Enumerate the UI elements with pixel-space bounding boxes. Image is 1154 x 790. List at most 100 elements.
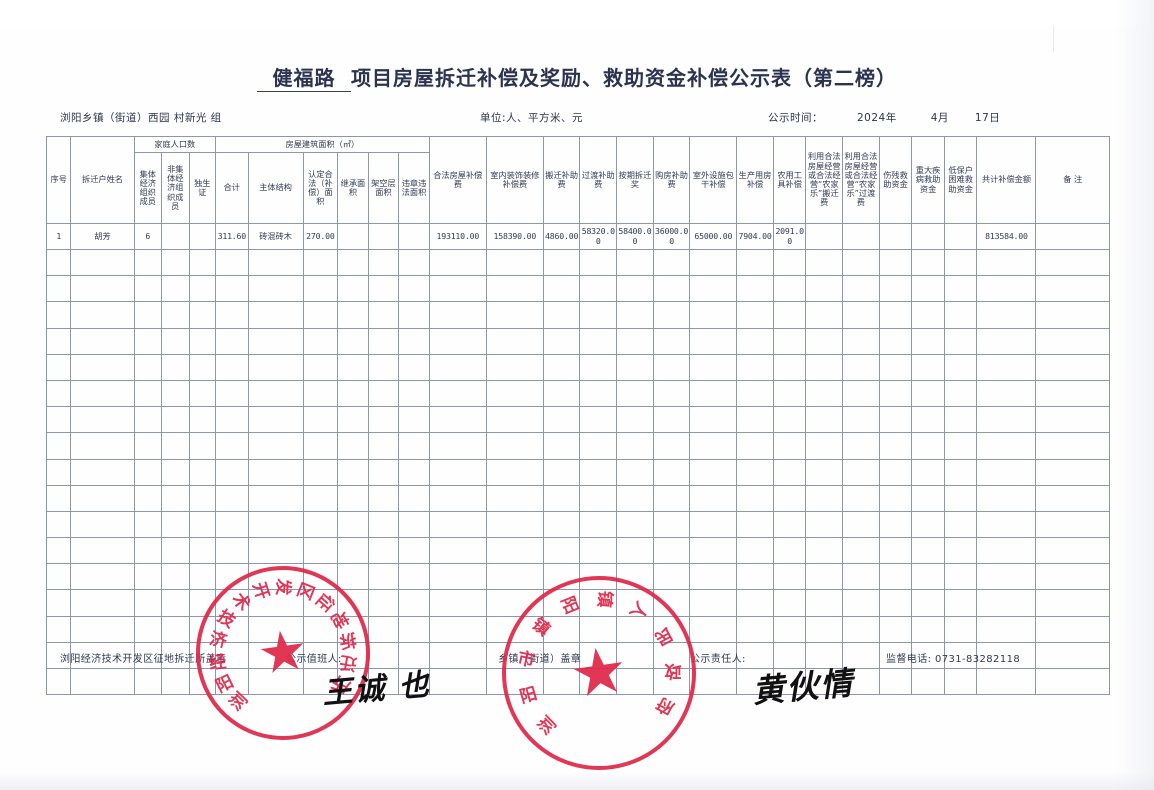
cell-15 xyxy=(616,667,654,696)
cell-23 xyxy=(911,327,945,355)
cell-17 xyxy=(689,589,738,617)
cell-14 xyxy=(579,379,618,408)
cell-21 xyxy=(842,353,880,381)
table-head: 序号 拆迁户姓名 家庭人口数 房屋建筑面积（㎡） 合法房屋补偿费 室内装饰装修补… xyxy=(45,136,1110,224)
cell-0 xyxy=(45,406,72,434)
cell-25 xyxy=(976,248,1037,277)
cell-1 xyxy=(70,432,135,460)
cell-6 xyxy=(247,537,304,565)
handwritten-signature-1: 王诚 也 xyxy=(320,667,433,712)
cell-12 xyxy=(485,537,544,565)
cell-8 xyxy=(337,379,369,408)
cell-17 xyxy=(689,275,738,303)
cell-20 xyxy=(805,589,844,617)
cell-0 xyxy=(45,589,72,617)
cell-18 xyxy=(736,327,774,355)
cell-13 xyxy=(542,275,581,303)
compensation-table: 序号 拆迁户姓名 家庭人口数 房屋建筑面积（㎡） 合法房屋补偿费 室内装饰装修补… xyxy=(45,136,1110,696)
cell-24 xyxy=(943,248,978,277)
cell-14 xyxy=(579,458,618,486)
cell-19 xyxy=(772,667,807,696)
cell-11 xyxy=(428,537,487,565)
cell-12 xyxy=(485,458,544,486)
cell-3 xyxy=(161,301,190,329)
publish-year: 2024年 xyxy=(857,112,897,124)
cell-7 xyxy=(302,301,339,329)
cell-16 xyxy=(652,615,691,643)
cell-14 xyxy=(579,510,618,539)
cell-22 xyxy=(878,275,913,303)
cell-4 xyxy=(188,510,217,539)
cell-25 xyxy=(976,458,1037,486)
th-production-house-compensation: 生产用房补偿 xyxy=(736,136,774,224)
cell-19 xyxy=(772,327,807,355)
cell-16 xyxy=(652,406,691,434)
cell-3 xyxy=(161,275,190,303)
cell-9 xyxy=(367,301,400,329)
cell-9 xyxy=(367,327,400,355)
cell-13 xyxy=(542,353,581,381)
page-title: 健福路 项目房屋拆迁补偿及奖励、救助资金补偿公示表（第二榜） xyxy=(0,62,1154,92)
th-index: 序号 xyxy=(45,136,72,224)
compensation-table-wrap: 序号 拆迁户姓名 家庭人口数 房屋建筑面积（㎡） 合法房屋补偿费 室内装饰装修补… xyxy=(45,136,1110,696)
cell-6 xyxy=(247,458,304,486)
cell-9 xyxy=(367,406,400,434)
cell-24 xyxy=(943,615,978,643)
seal-star-icon: ★ xyxy=(253,616,313,689)
cell-21 xyxy=(842,223,880,250)
cell-7: 270.00 xyxy=(302,223,339,250)
footer-row: 浏阳经济技术开发区征地拆迁所盖章 公示值班人: 乡镇（街道）盖章 公示责任人: … xyxy=(0,648,1154,678)
cell-11 xyxy=(428,379,487,408)
cell-5 xyxy=(215,458,249,486)
cell-11: 193110.00 xyxy=(428,223,487,250)
cell-11 xyxy=(428,275,487,303)
cell-13 xyxy=(542,379,581,408)
location-text: 浏阳乡镇（街道）西园 村新光 组 xyxy=(60,112,222,124)
th-non-collective-member: 非集体经济组织成员 xyxy=(161,152,190,224)
cell-26 xyxy=(1035,615,1110,643)
table-row-empty xyxy=(45,458,1110,486)
seal-star-icon-2: ★ xyxy=(565,632,633,714)
cell-2 xyxy=(133,589,163,617)
cell-18 xyxy=(736,458,774,486)
cell-13 xyxy=(542,484,581,512)
th-remarks: 备 注 xyxy=(1035,136,1110,224)
cell-7 xyxy=(302,537,339,565)
cell-20 xyxy=(805,563,844,591)
cell-24 xyxy=(943,563,978,591)
cell-10 xyxy=(398,301,430,329)
cell-17 xyxy=(689,301,738,329)
cell-10 xyxy=(398,458,430,486)
cell-2 xyxy=(133,327,163,355)
cell-10 xyxy=(398,275,430,303)
cell-1 xyxy=(70,589,135,617)
cell-23 xyxy=(911,353,945,381)
cell-22 xyxy=(878,406,913,434)
th-household-name: 拆迁户姓名 xyxy=(70,136,135,224)
cell-24 xyxy=(943,537,978,565)
cell-6 xyxy=(247,248,304,277)
cell-6 xyxy=(247,510,304,539)
table-row-empty xyxy=(45,275,1110,303)
table-row-empty xyxy=(45,537,1110,565)
header-group-row: 序号 拆迁户姓名 家庭人口数 房屋建筑面积（㎡） 合法房屋补偿费 室内装饰装修补… xyxy=(45,136,1110,224)
cell-10 xyxy=(398,432,430,460)
cell-6 xyxy=(247,432,304,460)
cell-2 xyxy=(133,406,163,434)
cell-7 xyxy=(302,248,339,277)
cell-18 xyxy=(736,301,774,329)
cell-9 xyxy=(367,458,400,486)
cell-3 xyxy=(161,223,190,250)
table-row-empty xyxy=(45,563,1110,591)
cell-0 xyxy=(45,301,72,329)
cell-13 xyxy=(542,432,581,460)
cell-22 xyxy=(878,432,913,460)
th-interior-decoration-compensation: 室内装饰装修补偿费 xyxy=(485,136,544,224)
cell-1 xyxy=(70,275,135,303)
cell-26 xyxy=(1035,275,1110,303)
cell-12 xyxy=(485,406,544,434)
cell-20 xyxy=(805,223,844,250)
cell-12 xyxy=(485,301,544,329)
table-body: 1 胡芳 6 311.60 砖混砖木 270.00 193110.00 158390.00 48… xyxy=(45,223,1110,696)
cell-5 xyxy=(215,510,249,539)
